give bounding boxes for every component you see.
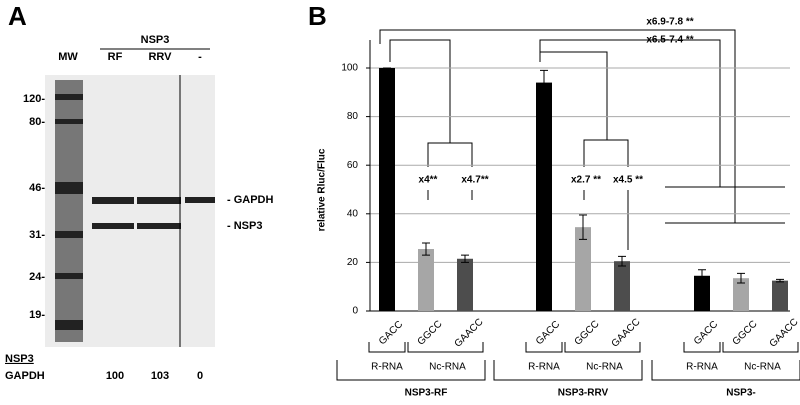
error-bar — [618, 255, 626, 267]
lane-label: RRV — [148, 51, 172, 63]
panel-label: B — [308, 1, 327, 31]
marker-label: 46- — [29, 182, 45, 194]
bar — [733, 278, 749, 311]
annotation: x4.5 ** — [613, 175, 643, 186]
lane-label: - — [198, 51, 202, 63]
band-label: - NSP3 — [227, 220, 262, 232]
group-bracket — [493, 360, 643, 381]
y-tick-label: 40 — [347, 208, 359, 219]
bar — [457, 258, 473, 311]
x-tick-label: GAACC — [453, 317, 486, 350]
bar — [418, 249, 434, 311]
marker-label: 24- — [29, 271, 45, 283]
marker-label: 31- — [29, 229, 45, 241]
bar — [536, 82, 552, 311]
error-bar — [579, 214, 587, 240]
annotation: x6.5-7.4 ** — [646, 35, 693, 46]
y-axis-label: relative Rluc/Fluc — [317, 148, 328, 231]
annotation: x2.7 ** — [571, 175, 601, 186]
marker-label: 19- — [29, 309, 45, 321]
ratio-denominator: GAPDH — [5, 370, 45, 382]
bar — [694, 275, 710, 311]
panel-label: A — [8, 1, 27, 31]
subgroup-label: Nc-RNA — [586, 362, 623, 373]
blot-bands — [55, 80, 215, 342]
error-bar — [422, 242, 430, 256]
subgroup-label: Nc-RNA — [429, 362, 466, 373]
annotation: x6.9-7.8 ** — [646, 17, 693, 28]
x-tick-label: GGCC — [416, 319, 445, 348]
x-tick-label: GGCC — [573, 319, 602, 348]
subgroup-label: R-RNA — [686, 362, 718, 373]
bar — [575, 227, 591, 311]
error-bar — [737, 272, 745, 284]
annotation: x4** — [419, 175, 438, 186]
subgroup-label: R-RNA — [371, 362, 403, 373]
marker-label: 120- — [23, 93, 45, 105]
ratio-value: 0 — [197, 370, 203, 382]
significance-brackets — [379, 29, 785, 250]
subgroup-bracket — [368, 342, 484, 353]
bar — [379, 68, 395, 311]
blot-header: NSP3 — [141, 34, 170, 46]
x-tick-label: GACC — [692, 319, 720, 347]
lane-label: RF — [108, 51, 123, 63]
x-tick-label: GAACC — [610, 317, 643, 350]
error-bar — [698, 269, 706, 283]
subgroup-label: Nc-RNA — [744, 362, 781, 373]
error-bar — [776, 278, 784, 283]
ratio-numerator: NSP3 — [5, 353, 34, 365]
subgroup-label: R-RNA — [528, 362, 560, 373]
x-tick-label: GAACC — [768, 317, 800, 350]
ratio-value: 103 — [151, 370, 169, 382]
group-bracket — [651, 360, 800, 381]
y-tick-label: 20 — [347, 257, 359, 268]
error-bar — [461, 254, 469, 263]
group-bracket — [336, 360, 486, 381]
x-tick-label: GACC — [377, 319, 405, 347]
ratio-value: 100 — [106, 370, 124, 382]
x-tick-label: GACC — [534, 319, 562, 347]
band-label: - GAPDH — [227, 194, 274, 206]
subgroup-bracket — [525, 342, 641, 353]
mw-label: MW — [58, 51, 78, 63]
x-group-label: NSP3-RRV — [558, 388, 609, 399]
annotation: x4.7** — [461, 175, 488, 186]
bar — [772, 280, 788, 311]
y-tick-label: 100 — [341, 63, 358, 74]
marker-label: 80- — [29, 116, 45, 128]
bar — [614, 261, 630, 311]
subgroup-bracket — [683, 342, 799, 353]
error-bar — [540, 69, 548, 96]
x-tick-label: GGCC — [731, 319, 760, 348]
x-group-label: NSP3-RF — [405, 388, 448, 399]
y-tick-label: 80 — [347, 111, 359, 122]
y-tick-label: 60 — [347, 160, 359, 171]
x-group-label: NSP3- — [726, 388, 755, 399]
y-tick-label: 0 — [352, 306, 358, 317]
